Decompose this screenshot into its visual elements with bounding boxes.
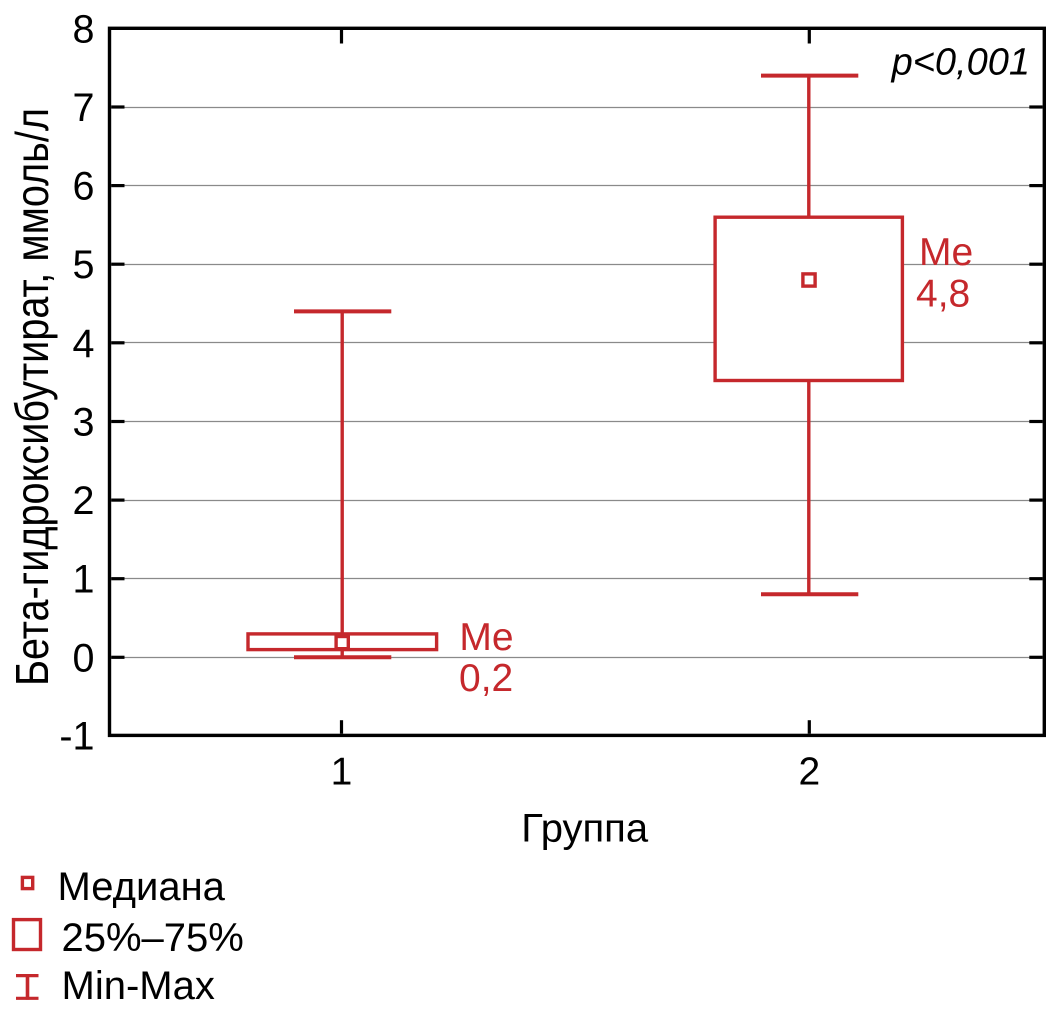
svg-text:Группа: Группа [521, 807, 649, 851]
svg-text:5: 5 [73, 243, 95, 287]
svg-text:p<0,001: p<0,001 [891, 42, 1030, 84]
svg-text:Me: Me [919, 231, 973, 274]
svg-text:Медиана: Медиана [58, 865, 226, 909]
svg-text:6: 6 [73, 165, 95, 209]
svg-text:0,2: 0,2 [459, 657, 513, 700]
svg-text:Min-Max: Min-Max [62, 964, 215, 1008]
svg-text:1: 1 [331, 751, 353, 794]
svg-text:Бета-гидроксибутират, ммоль/л: Бета-гидроксибутират, ммоль/л [6, 108, 58, 686]
svg-text:-1: -1 [59, 715, 94, 759]
svg-text:0: 0 [73, 636, 95, 680]
svg-text:4,8: 4,8 [916, 272, 970, 315]
svg-text:3: 3 [73, 401, 95, 445]
svg-text:1: 1 [73, 558, 95, 602]
svg-text:2: 2 [73, 479, 95, 523]
svg-text:Me: Me [459, 616, 513, 659]
svg-text:25%–75%: 25%–75% [62, 916, 244, 960]
svg-text:7: 7 [73, 86, 95, 130]
svg-text:4: 4 [73, 322, 95, 366]
svg-text:2: 2 [798, 751, 820, 794]
svg-text:8: 8 [73, 7, 95, 51]
